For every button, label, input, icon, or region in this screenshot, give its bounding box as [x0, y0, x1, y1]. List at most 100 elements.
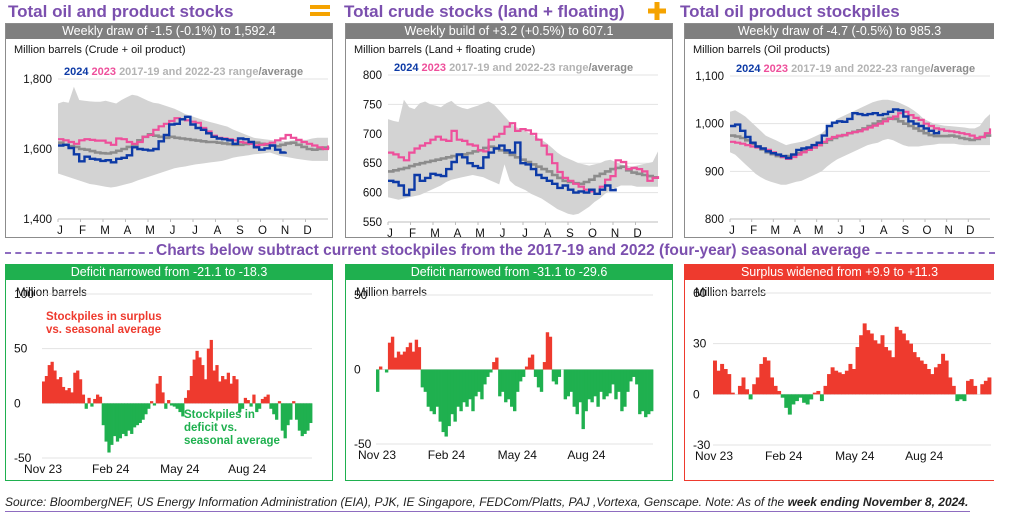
deficit-bar [513, 369, 517, 412]
deficit-bar [438, 369, 442, 422]
surplus-bar [59, 377, 63, 404]
annotation-surplus: Stockpiles in surplus [46, 311, 162, 323]
deficit-bar [255, 403, 259, 413]
deficit-bar [962, 394, 967, 402]
surplus-bar [827, 374, 832, 395]
y-tick-label: 1,800 [23, 74, 52, 86]
x-tick-label: N [611, 228, 619, 237]
surplus-bar [966, 380, 971, 395]
x-tick-label: J [522, 228, 528, 237]
deficit-bar [802, 394, 807, 403]
x-tick-label: A [124, 225, 132, 237]
surplus-bar [894, 326, 899, 395]
deficit-bar [384, 369, 389, 373]
legend-range: 2017-19 and 2022-23 range [791, 63, 930, 75]
surplus-bar [937, 363, 942, 395]
x-tick-label: A [793, 225, 801, 237]
x-tick-label: A [214, 225, 222, 237]
line-2023 [388, 122, 660, 195]
range-band [58, 86, 328, 188]
deficit-bar [521, 369, 526, 377]
surplus-bar [745, 389, 750, 395]
surplus-bar [777, 390, 782, 395]
x-tick-label: J [837, 225, 843, 237]
legend-2023: 2023 [422, 62, 450, 74]
deficit-bar [283, 403, 287, 439]
line-chart-total-stocks: Million barrels (Crude + oil product) 1,4… [14, 44, 330, 237]
deficit-bar [489, 369, 493, 373]
surplus-bar [530, 354, 535, 370]
deficit-bar [620, 369, 624, 412]
surplus-bar [830, 367, 835, 395]
surplus-bar [53, 370, 57, 404]
surplus-bar [408, 342, 413, 370]
x-tick-label: Nov 23 [695, 449, 733, 463]
y-tick-label: 100 [14, 287, 34, 301]
x-tick-label: May 24 [498, 448, 538, 462]
panel-crude-stocks: Weekly build of +3.2 (+0.5%) to 607.1 Mi… [345, 23, 673, 238]
average-line [388, 145, 658, 186]
surplus-bar [876, 343, 881, 395]
deficit-bar [605, 369, 609, 397]
deficit-bar [501, 369, 505, 392]
surplus-bar [969, 379, 974, 395]
legend-sep: / [258, 66, 261, 78]
annotation-deficit: seasonal average [184, 435, 280, 447]
source-date: week ending November 8, 2024. [787, 495, 969, 509]
surplus-bar [980, 384, 985, 395]
deficit-bar [135, 403, 140, 426]
y-tick-label: 800 [363, 70, 382, 82]
deficit-bar [602, 369, 606, 400]
surplus-bar [226, 372, 230, 404]
surplus-bar [720, 363, 725, 395]
deficit-bar [958, 394, 963, 400]
deficit-bar [483, 369, 487, 385]
surplus-bar [862, 323, 867, 395]
surplus-bar [548, 336, 553, 370]
chart-title-product-stocks: Total oil product stockpiles [680, 2, 900, 21]
deficit-bar [474, 369, 478, 397]
surplus-bar [393, 357, 398, 370]
surplus-bar [752, 384, 757, 395]
surplus-bar [923, 363, 928, 395]
deficit-bar [510, 369, 514, 407]
surplus-bar [204, 379, 208, 404]
range-band [730, 99, 990, 185]
deficit-bar [178, 403, 182, 413]
deficit-bar [596, 369, 600, 407]
deficit-bar [376, 369, 380, 392]
deficit-bar [462, 369, 466, 403]
deficit-bar [578, 369, 582, 403]
divider-dash-left [5, 252, 155, 254]
deficit-bar [269, 403, 273, 409]
surplus-bar [411, 351, 416, 370]
y-axis-title: Million barrels [356, 287, 427, 299]
deficit-bar [468, 369, 472, 400]
deficit-bar [504, 369, 508, 403]
y-tick-label: -30 [693, 438, 711, 452]
deficit-bar [819, 394, 824, 402]
plus-icon-shape [648, 2, 666, 20]
legend: 2024 2023 2017-19 and 2022-23 range/aver… [736, 63, 975, 75]
deficit-bar [118, 403, 122, 439]
surplus-bar [44, 376, 49, 404]
panel-total-stocks: Weekly draw of -1.5 (-0.1%) to 1,592.4 M… [5, 23, 333, 238]
surplus-bar [198, 357, 202, 404]
y-tick-label: 900 [705, 166, 724, 178]
divider-dash-right [855, 252, 995, 254]
surplus-bar [221, 376, 225, 404]
surplus-bar [737, 385, 742, 395]
x-tick-label: M [475, 228, 485, 237]
y-tick-label: 600 [363, 188, 382, 200]
x-tick-label: M [771, 225, 781, 237]
deficit-bar [101, 403, 105, 426]
deficit-bar [300, 403, 304, 437]
deficit-bar [152, 403, 157, 406]
deficit-bar [132, 403, 137, 428]
surplus-bar [405, 347, 410, 370]
x-tick-label: O [588, 228, 597, 237]
y-axis-title: Million barrels (Land + floating crude) [354, 44, 535, 56]
deficit-bar [787, 394, 792, 415]
deficit-bar [450, 369, 454, 415]
deficit-bar [121, 403, 125, 434]
